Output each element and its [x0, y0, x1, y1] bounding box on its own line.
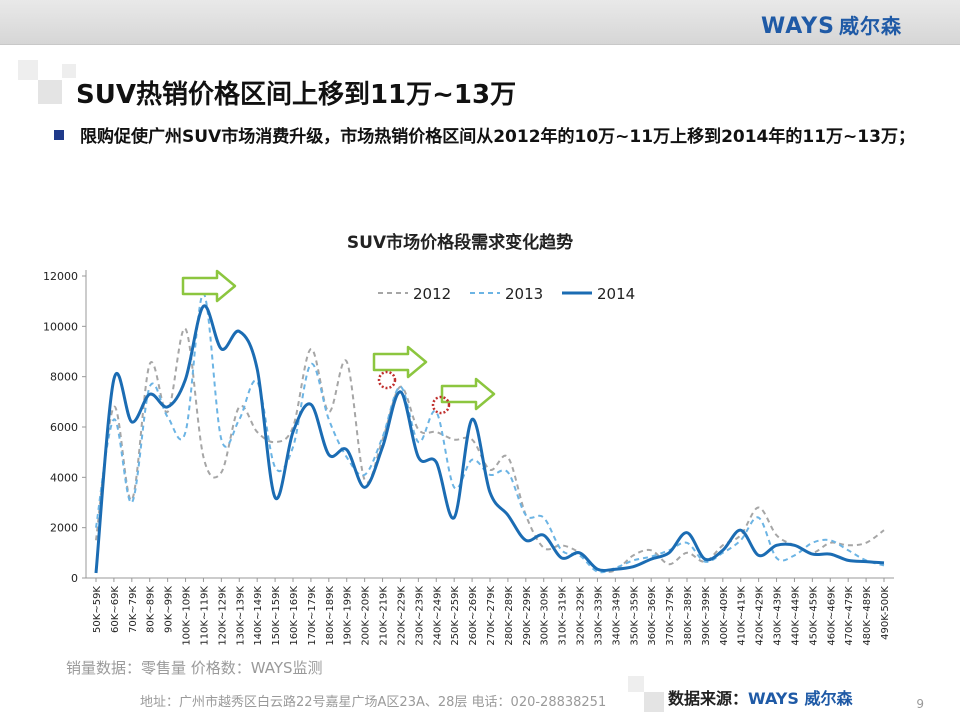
- decor-square: [644, 692, 664, 712]
- green-arrow-icon: [181, 269, 237, 303]
- decor-square: [38, 80, 62, 104]
- x-tick-label: 200K~209K: [361, 586, 372, 646]
- x-tick-label: 390K~399K: [701, 586, 712, 646]
- x-tick-label: 470K~479K: [844, 586, 855, 646]
- data-source-label: 数据来源：: [668, 689, 749, 708]
- top-bar: WAYS 威尔森: [0, 0, 960, 45]
- data-source: 数据来源：WAYS 威尔森: [668, 685, 852, 709]
- x-tick-label: 250K~259K: [450, 586, 461, 646]
- x-tick-label: 300K~309K: [540, 586, 551, 646]
- brand-latin: WAYS: [761, 14, 835, 39]
- x-tick-label: 310K~319K: [558, 586, 569, 646]
- x-tick-label: 430K~439K: [773, 586, 784, 646]
- legend-label-2014: 2014: [597, 285, 635, 303]
- data-source-brand: WAYS 威尔森: [748, 689, 853, 708]
- x-tick-label: 490K-500K: [880, 586, 891, 640]
- x-tick-label: 70K~79K: [128, 586, 139, 633]
- brand-cn: 威尔森: [839, 14, 902, 38]
- x-tick-label: 290K~299K: [522, 586, 533, 646]
- x-tick-label: 240K~249K: [432, 586, 443, 646]
- x-tick-label: 60K~69K: [110, 586, 121, 633]
- x-tick-label: 460K~469K: [826, 586, 837, 646]
- x-tick-label: 410K~419K: [737, 586, 748, 646]
- y-tick-label: 12000: [43, 270, 78, 283]
- dotted-circle-marker: [377, 370, 397, 390]
- y-tick-label: 0: [71, 572, 78, 585]
- green-arrow-icon: [372, 345, 428, 379]
- y-tick-label: 8000: [50, 371, 78, 384]
- x-tick-label: 210K~219K: [379, 586, 390, 646]
- x-tick-label: 480K~489K: [862, 586, 873, 646]
- x-tick-label: 420K~429K: [755, 586, 766, 646]
- x-tick-label: 220K~229K: [396, 586, 407, 646]
- bullet-square-icon: [54, 130, 64, 140]
- x-tick-label: 270K~279K: [486, 586, 497, 646]
- x-tick-label: 400K~409K: [719, 586, 730, 646]
- x-tick-label: 100K~109K: [182, 586, 193, 646]
- price-segment-chart: SUV市场价格段需求变化趋势 0 2000 4000 6000 8000 10000 120…: [43, 232, 894, 646]
- x-tick-label: 170K~179K: [307, 586, 318, 646]
- y-tick-label: 4000: [50, 471, 78, 484]
- x-tick-label: 50K~59K: [92, 586, 103, 633]
- decor-square: [62, 64, 76, 78]
- x-tick-label: 160K~169K: [289, 586, 300, 646]
- series-2012-line: [95, 327, 885, 573]
- x-tick-label: 150K~159K: [271, 586, 282, 646]
- dotted-circle-marker: [431, 395, 451, 415]
- x-tick-label: 110K~119K: [199, 586, 210, 646]
- x-tick-label: 340K~349K: [611, 586, 622, 646]
- y-tick-label: 10000: [43, 320, 78, 333]
- slide-title: SUV热销价格区间上移到11万~13万: [76, 80, 517, 110]
- series-2014-line: [94, 304, 885, 574]
- legend-label-2013: 2013: [505, 285, 543, 303]
- x-tick-label: 330K~339K: [593, 586, 604, 646]
- x-tick-label: 190K~199K: [343, 586, 354, 646]
- chart-legend: 2012 2013 2014: [378, 285, 635, 303]
- brand-logo: WAYS 威尔森: [761, 10, 902, 39]
- x-tick-label: 140K~149K: [253, 586, 264, 646]
- series-2013-line: [95, 292, 885, 574]
- x-tick-label: 450K~459K: [808, 586, 819, 646]
- bullet-text: 限购促使广州SUV市场消费升级，市场热销价格区间从2012年的10万~11万上移…: [80, 127, 915, 147]
- footnote: 销量数据：零售量 价格数：WAYS监测: [66, 659, 323, 677]
- x-tick-label: 440K~449K: [790, 586, 801, 646]
- chart-title: SUV市场价格段需求变化趋势: [347, 232, 573, 253]
- green-arrow-icon: [440, 377, 496, 411]
- series-layer: [94, 292, 885, 574]
- decor-square: [18, 60, 38, 80]
- x-tick-label: 230K~239K: [414, 586, 425, 646]
- page-number: 9: [916, 697, 924, 711]
- x-tick-label: 80K~89K: [146, 586, 157, 633]
- x-tick-label: 260K~269K: [468, 586, 479, 646]
- x-tick-label: 280K~289K: [504, 586, 515, 646]
- decor-square: [628, 676, 644, 692]
- chart-axes: 0 2000 4000 6000 8000 10000 12000 50K~59K 60K~69…: [43, 270, 894, 646]
- x-tick-label: 130K~139K: [235, 586, 246, 646]
- x-tick-label: 320K~329K: [576, 586, 587, 646]
- y-tick-label: 2000: [50, 522, 78, 535]
- x-tick-label: 360K~369K: [647, 586, 658, 646]
- address-text: 地址：广州市越秀区白云路22号嘉星广场A区23A、28层 电话：020-2883…: [140, 695, 607, 710]
- x-tick-label: 380K~389K: [683, 586, 694, 646]
- x-tick-label: 350K~359K: [629, 586, 640, 646]
- chart-annotations: [181, 269, 496, 415]
- x-tick-label: 180K~189K: [325, 586, 336, 646]
- x-tick-label: 90K~99K: [164, 586, 175, 633]
- y-tick-label: 6000: [50, 421, 78, 434]
- x-tick-label: 120K~129K: [217, 586, 228, 646]
- legend-label-2012: 2012: [413, 285, 451, 303]
- x-tick-label: 370K~379K: [665, 586, 676, 646]
